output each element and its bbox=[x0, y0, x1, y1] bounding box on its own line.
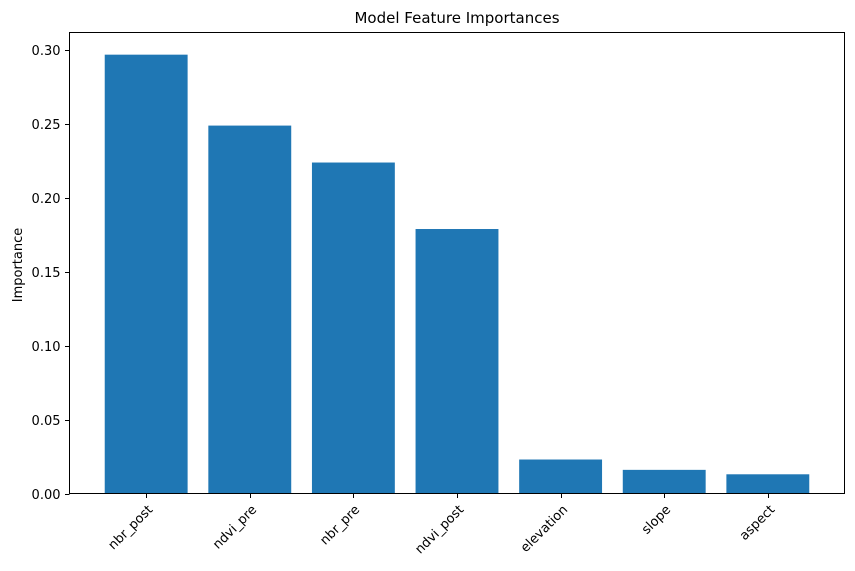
bar-elevation bbox=[519, 459, 603, 494]
y-tick-label: 0.05 bbox=[32, 414, 61, 429]
x-tick-label-slope: slope bbox=[639, 503, 674, 538]
y-tick-label: 0.10 bbox=[32, 340, 61, 355]
bar-nbr-pre bbox=[311, 162, 395, 494]
y-tick-label: 0.15 bbox=[32, 266, 61, 281]
bar-ndvi-pre bbox=[208, 125, 292, 494]
bar-nbr-post bbox=[104, 54, 188, 494]
y-tick-label: 0.00 bbox=[32, 488, 61, 503]
bar-slope bbox=[622, 469, 706, 494]
bars-group bbox=[104, 54, 810, 494]
bar-aspect bbox=[726, 474, 810, 494]
y-tick-label: 0.30 bbox=[32, 44, 61, 59]
x-tick-label-ndvi-pre: ndvi_pre bbox=[210, 503, 260, 553]
x-tick-label-aspect: aspect bbox=[737, 503, 778, 544]
y-tick-label: 0.20 bbox=[32, 192, 61, 207]
x-axis: nbr_post ndvi_pre nbr_pre ndvi_post elevatio… bbox=[106, 493, 778, 558]
x-tick-label-ndvi-post: ndvi_post bbox=[412, 503, 467, 558]
y-axis-label: Importance bbox=[11, 228, 26, 303]
x-tick-label-nbr-pre: nbr_pre bbox=[317, 503, 363, 549]
plot-frame bbox=[69, 32, 845, 494]
x-tick-label-elevation: elevation bbox=[518, 503, 571, 556]
x-tick-label-nbr-post: nbr_post bbox=[106, 503, 157, 554]
y-tick-label: 0.25 bbox=[32, 118, 61, 133]
y-axis: 0.00 0.05 0.10 0.15 0.20 0.25 0.30 bbox=[32, 44, 70, 503]
chart-title: Model Feature Importances bbox=[354, 9, 559, 27]
bar-ndvi-post bbox=[415, 229, 499, 494]
